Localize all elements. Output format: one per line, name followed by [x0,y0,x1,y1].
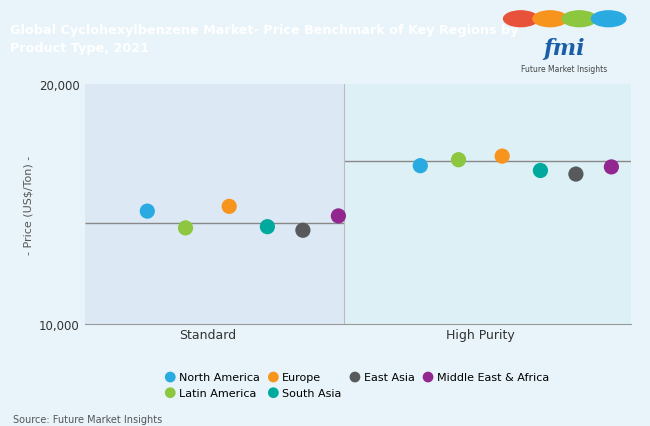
Point [606,164,617,171]
Legend: North America, Latin America, Europe, South Asia, East Asia, Middle East & Afric: North America, Latin America, Europe, So… [166,372,549,398]
Point [453,157,463,164]
Text: fmi: fmi [543,38,585,60]
Circle shape [562,12,597,28]
Circle shape [592,12,626,28]
Point [535,168,545,175]
Point [333,213,344,220]
Point [497,153,508,160]
Text: Source: Future Market Insights: Source: Future Market Insights [13,414,162,424]
Point [262,224,272,230]
Text: Future Market Insights: Future Market Insights [521,65,607,74]
Point [224,204,235,210]
Circle shape [533,12,567,28]
Point [298,227,308,234]
Point [415,163,426,170]
Y-axis label: - Price (US$/Ton) -: - Price (US$/Ton) - [23,155,33,254]
Point [571,171,581,178]
Bar [344,85,630,324]
Point [142,208,153,215]
Text: Global Cyclohexylbenzene Market- Price Benchmark of Key Regions by
Product Type,: Global Cyclohexylbenzene Market- Price B… [10,24,518,55]
Circle shape [504,12,538,28]
Bar [84,85,344,324]
Point [180,225,190,232]
